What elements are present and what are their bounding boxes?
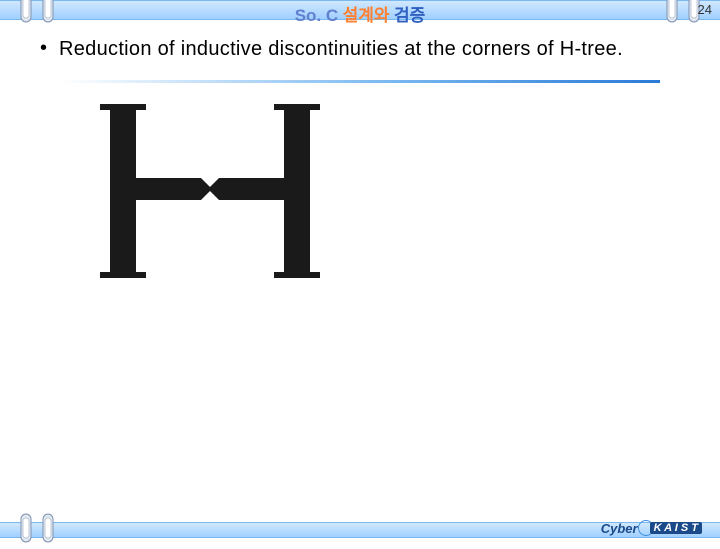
logo-kaist-text: K A I S T bbox=[650, 522, 702, 534]
binder-clip-icon bbox=[664, 0, 680, 24]
logo-cyber-text: Cyber bbox=[601, 521, 638, 536]
slide-header: So. C 설계와 검증 24 bbox=[0, 0, 720, 24]
slide-footer: Cyber K A I S T bbox=[0, 516, 720, 540]
bullet-marker: • bbox=[40, 36, 47, 60]
slide-content: • Reduction of inductive discontinuities… bbox=[0, 24, 720, 286]
section-divider bbox=[60, 72, 660, 78]
binder-clip-icon bbox=[18, 512, 34, 544]
bullet-text: Reduction of inductive discontinuities a… bbox=[59, 36, 623, 62]
page-number: 24 bbox=[698, 2, 712, 17]
binder-clip-icon bbox=[40, 512, 56, 544]
title-part-design: 설계와 bbox=[343, 6, 390, 25]
kaist-logo: Cyber K A I S T bbox=[601, 520, 702, 536]
slide-title: So. C 설계와 검증 bbox=[295, 1, 426, 26]
title-part-soc: So. C bbox=[295, 6, 338, 25]
binder-clip-icon bbox=[18, 0, 34, 24]
bullet-item: • Reduction of inductive discontinuities… bbox=[60, 36, 690, 62]
binder-clip-icon bbox=[40, 0, 56, 24]
title-part-verify: 검증 bbox=[394, 6, 425, 25]
h-tree-diagram bbox=[70, 96, 350, 286]
